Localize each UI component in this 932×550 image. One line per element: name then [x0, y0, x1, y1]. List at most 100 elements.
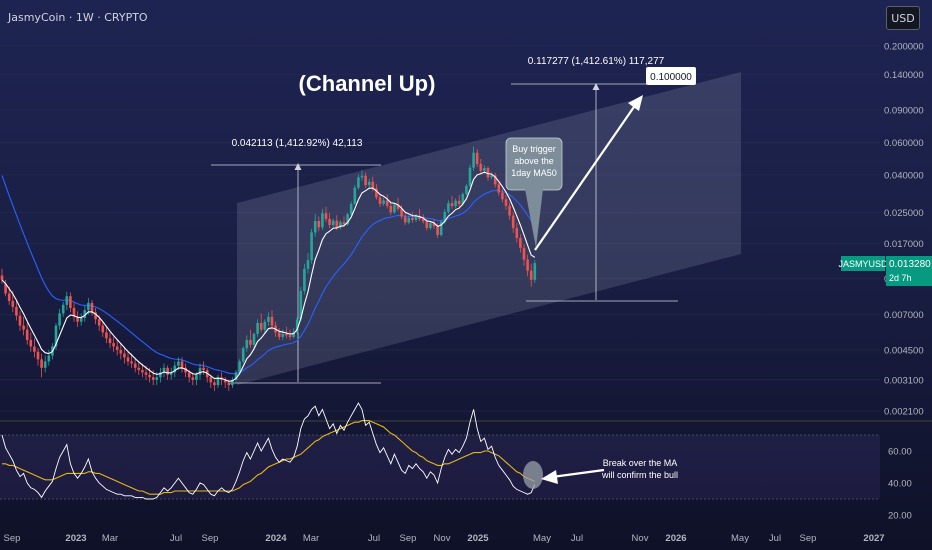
candle-body: [375, 188, 378, 198]
currency-button[interactable]: USD: [886, 6, 920, 30]
rsi-line: [1, 402, 536, 500]
price-axis[interactable]: 0.200000 0.140000 0.090000 0.060000 0.040000…: [884, 42, 924, 418]
rsi-arrow-line: [551, 468, 605, 479]
candle-body: [277, 332, 281, 337]
candle-body: [292, 332, 295, 337]
candle-body: [137, 367, 141, 371]
rsi-band: [0, 435, 880, 499]
candle-body: [490, 175, 493, 178]
time-tick-label: Sep: [800, 533, 817, 544]
candle-body: [105, 332, 108, 339]
candle-body: [310, 232, 313, 261]
candle-body: [493, 175, 497, 185]
candle-body: [69, 296, 72, 308]
candle-body: [76, 316, 79, 322]
candle-body: [130, 361, 133, 364]
candle-body: [414, 216, 418, 220]
rsi-axis[interactable]: 60.00 40.00 20.00: [888, 447, 912, 522]
candle-body: [393, 204, 396, 213]
candle-body: [382, 200, 385, 204]
candle-body: [443, 211, 447, 222]
candle-body: [504, 199, 508, 206]
candle-body: [529, 270, 533, 280]
time-tick-label: Mar: [303, 533, 319, 544]
last-price-countdown: 2d 7h: [889, 273, 912, 283]
candle-body: [36, 351, 40, 360]
candle-body: [389, 205, 393, 213]
candle-body: [256, 322, 259, 334]
candle-body: [151, 377, 155, 380]
candle-body: [303, 268, 306, 291]
candle-body: [252, 333, 256, 345]
candle-body: [115, 346, 119, 350]
candle-body: [83, 310, 87, 319]
candle-body: [43, 361, 47, 368]
callout-line-3: 1day MA50: [511, 168, 557, 178]
time-tick-label: Sep: [202, 533, 219, 544]
candle-body: [367, 181, 371, 186]
candle-body: [227, 382, 231, 386]
measure-1-label: 0.042113 (1,412.92%) 42,113: [232, 138, 363, 149]
time-tick-label: Sep: [4, 533, 21, 544]
candle-body: [313, 221, 317, 233]
candle-body: [166, 367, 169, 375]
target-label: 0.100000: [650, 72, 692, 83]
candle-body: [526, 259, 529, 271]
callout-line-1: Buy trigger: [512, 144, 556, 154]
candle-body: [418, 216, 421, 219]
candle-body: [180, 361, 184, 368]
candle-body: [288, 335, 292, 337]
candle-body: [249, 339, 252, 345]
candle-body: [0, 275, 4, 280]
candle-body: [234, 372, 238, 380]
price-tick-label: 0.003100: [884, 375, 924, 386]
candle-body: [511, 215, 515, 229]
candle-body: [65, 296, 69, 305]
candle-body: [29, 339, 33, 347]
candle-body: [425, 221, 429, 229]
rsi-tick-label: 60.00: [888, 447, 912, 458]
time-tick-label: 2026: [665, 533, 686, 544]
rsi-tick-label: 40.00: [888, 479, 912, 490]
candle-body: [324, 213, 328, 219]
candle-body: [403, 216, 407, 223]
candle-body: [447, 203, 450, 212]
candle-body: [126, 357, 130, 362]
price-tick-label: 0.002100: [884, 407, 924, 418]
channel-up-zone: [237, 72, 741, 385]
time-tick-label: Jul: [571, 533, 583, 544]
candle-body: [364, 175, 367, 186]
candle-body: [472, 152, 475, 168]
candle-body: [339, 222, 342, 228]
candle-body: [328, 218, 331, 226]
candle-body: [159, 372, 162, 378]
time-tick-label: May: [731, 533, 749, 544]
candle-body: [231, 379, 234, 386]
candle-body: [11, 300, 15, 307]
rsi-arrowhead: [541, 470, 558, 484]
candle-body: [198, 367, 202, 375]
candle-body: [259, 322, 263, 330]
rsi-pane: Break over the MA will confirm the bull …: [0, 402, 912, 522]
time-tick-label: Nov: [434, 533, 451, 544]
candle-body: [533, 263, 537, 280]
candle-body: [108, 338, 112, 344]
candle-body: [281, 333, 285, 337]
rsi-tick-label: 20.00: [888, 511, 912, 522]
candle-body: [515, 228, 519, 239]
projection-arrow-line: [534, 103, 637, 251]
candle-body: [450, 203, 454, 207]
candle-body: [353, 187, 357, 204]
candle-body: [191, 377, 195, 380]
candle-body: [61, 304, 65, 314]
candle-body: [522, 247, 526, 260]
candle-body: [429, 223, 432, 229]
candle-body: [407, 217, 411, 223]
candle-body: [216, 377, 220, 386]
candle-body: [223, 379, 227, 383]
candle-body: [342, 222, 346, 225]
candle-body: [335, 220, 339, 228]
time-axis[interactable]: Sep 2023 Mar Jul Sep 2024 Mar Jul Sep Nov 2025 May J…: [4, 533, 885, 544]
candle-body: [411, 217, 414, 220]
time-tick-label: Sep: [400, 533, 417, 544]
